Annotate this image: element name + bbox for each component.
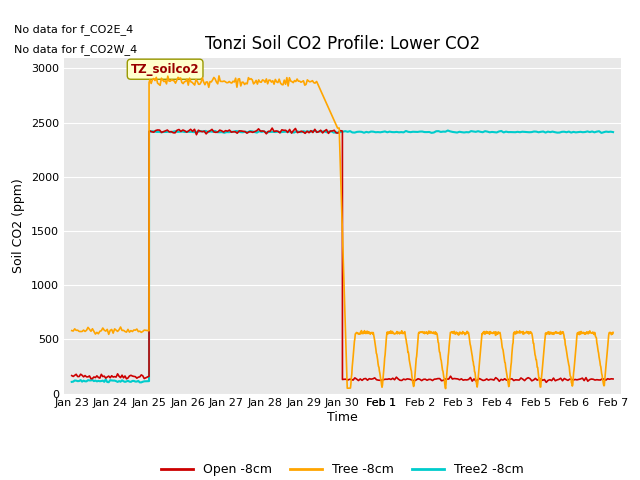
X-axis label: Time: Time	[327, 411, 358, 424]
Text: TZ_soilco2: TZ_soilco2	[131, 63, 200, 76]
Legend: Open -8cm, Tree -8cm, Tree2 -8cm: Open -8cm, Tree -8cm, Tree2 -8cm	[156, 458, 529, 480]
Y-axis label: Soil CO2 (ppm): Soil CO2 (ppm)	[12, 178, 26, 273]
Text: No data for f_CO2W_4: No data for f_CO2W_4	[14, 44, 137, 55]
Text: No data for f_CO2E_4: No data for f_CO2E_4	[14, 24, 133, 35]
Title: Tonzi Soil CO2 Profile: Lower CO2: Tonzi Soil CO2 Profile: Lower CO2	[205, 35, 480, 53]
